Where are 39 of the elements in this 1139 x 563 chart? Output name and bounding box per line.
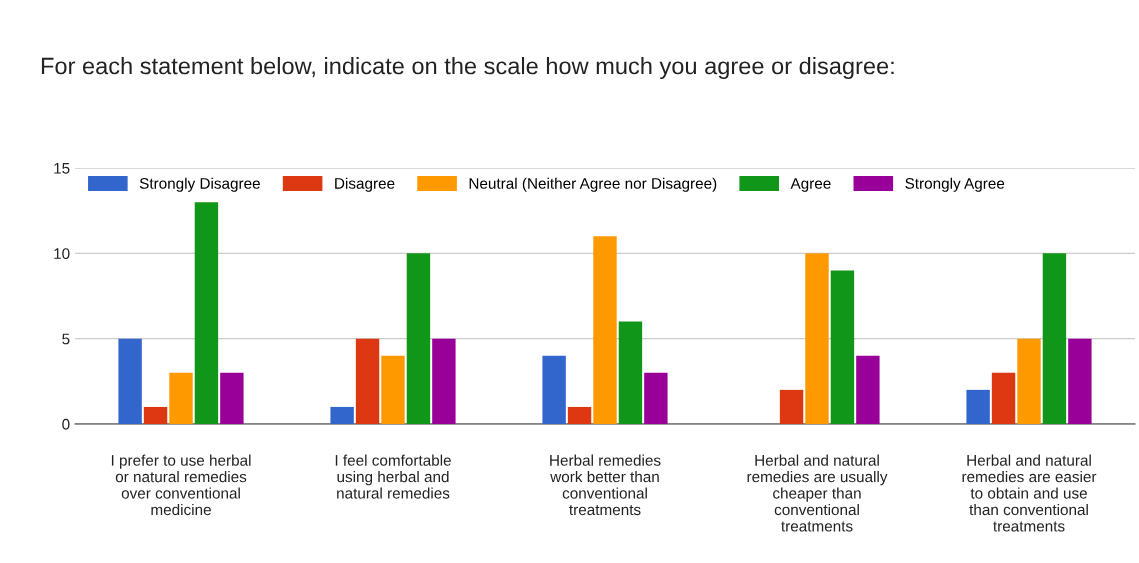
x-tick-label: Herbal remedies work better than conventional treatments	[550, 454, 661, 516]
bar	[220, 372, 244, 424]
bar	[118, 338, 142, 424]
chart-title: For each statement below, indicate on the scale how much you agree or disagree:	[41, 57, 894, 80]
bar	[856, 355, 880, 424]
y-tick-label: 0	[62, 418, 70, 430]
bar	[542, 355, 566, 424]
bar	[143, 406, 168, 424]
bar	[644, 372, 668, 424]
bar	[194, 202, 219, 424]
y-tick-label: 15	[54, 163, 70, 174]
y-tick-label: 10	[54, 248, 70, 260]
bar	[1042, 253, 1067, 424]
legend-label: Neutral (Neither Agree nor Disagree)	[469, 177, 717, 192]
bar	[381, 355, 405, 424]
x-tick-label: Herbal and natural remedies are easier to obtain and use than conventional treatments	[962, 454, 1097, 532]
bar	[805, 253, 829, 424]
bar	[991, 372, 1016, 424]
bar	[779, 389, 804, 424]
bar	[1068, 338, 1092, 424]
bar	[1017, 338, 1041, 424]
bar	[567, 406, 592, 424]
bar	[355, 338, 380, 424]
bar	[966, 389, 990, 424]
legend-label: Disagree	[335, 177, 395, 192]
y-tick-label: 5	[62, 333, 70, 345]
bar	[432, 338, 456, 424]
x-tick-label: I prefer to use herbal or natural remedies over conventional medicine	[111, 454, 251, 516]
bar	[618, 321, 643, 424]
bar	[593, 236, 617, 424]
bar	[406, 253, 431, 424]
bar	[169, 372, 193, 424]
bar	[330, 406, 354, 424]
x-tick-label: I feel comfortable using herbal and natural remedies	[335, 454, 451, 499]
legend-label: Strongly Agree	[905, 177, 1005, 192]
x-tick-label: Herbal and natural remedies are usually cheaper than conventional treatments	[747, 454, 888, 532]
legend-label: Strongly Disagree	[139, 177, 260, 192]
legend-label: Agree	[790, 178, 831, 192]
bar	[830, 270, 855, 424]
